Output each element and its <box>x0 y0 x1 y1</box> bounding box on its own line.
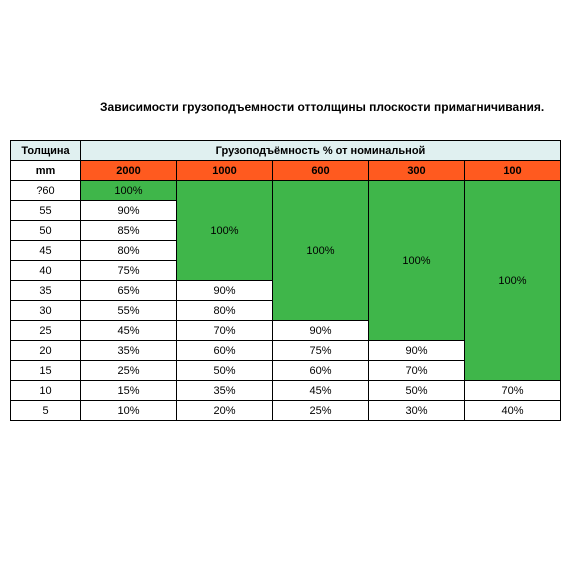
cell-green-merged: 100% <box>177 181 273 281</box>
cell: 35% <box>177 381 273 401</box>
cell: 55% <box>81 301 177 321</box>
row-label: 35 <box>11 281 81 301</box>
cell: 80% <box>177 301 273 321</box>
header-col-0: 2000 <box>81 161 177 181</box>
cell: 100% <box>81 181 177 201</box>
table-row: 10 15% 35% 45% 50% 70% <box>11 381 561 401</box>
header-thickness: Толщина <box>11 141 81 161</box>
cell: 50% <box>177 361 273 381</box>
row-label: 10 <box>11 381 81 401</box>
row-label: 5 <box>11 401 81 421</box>
page-title: Зависимости грузоподъемности оттолщины п… <box>100 100 560 114</box>
cell: 70% <box>177 321 273 341</box>
cell: 75% <box>273 341 369 361</box>
cell: 35% <box>81 341 177 361</box>
cell: 90% <box>81 201 177 221</box>
cell: 60% <box>273 361 369 381</box>
header-col-4: 100 <box>465 161 561 181</box>
cell: 90% <box>273 321 369 341</box>
cell: 50% <box>369 381 465 401</box>
row-label: 15 <box>11 361 81 381</box>
row-label: 45 <box>11 241 81 261</box>
cell: 85% <box>81 221 177 241</box>
row-label: 30 <box>11 301 81 321</box>
cell-green-merged: 100% <box>465 181 561 381</box>
cell: 70% <box>369 361 465 381</box>
header-col-3: 300 <box>369 161 465 181</box>
header-col-2: 600 <box>273 161 369 181</box>
cell: 75% <box>81 261 177 281</box>
table-row: ?60 100% 100% 100% 100% 100% <box>11 181 561 201</box>
cell-green-merged: 100% <box>369 181 465 341</box>
cell: 25% <box>273 401 369 421</box>
cell: 40% <box>465 401 561 421</box>
cell: 30% <box>369 401 465 421</box>
header-capacity-span: Грузоподъёмность % от номинальной <box>81 141 561 161</box>
row-label: 40 <box>11 261 81 281</box>
cell-green-merged: 100% <box>273 181 369 321</box>
cell: 70% <box>465 381 561 401</box>
cell: 10% <box>81 401 177 421</box>
cell: 60% <box>177 341 273 361</box>
cell: 90% <box>177 281 273 301</box>
cell: 65% <box>81 281 177 301</box>
row-label: 50 <box>11 221 81 241</box>
row-label: 55 <box>11 201 81 221</box>
header-mm: mm <box>11 161 81 181</box>
cell: 25% <box>81 361 177 381</box>
row-label: ?60 <box>11 181 81 201</box>
capacity-table: Толщина Грузоподъёмность % от номинально… <box>10 140 561 421</box>
cell: 45% <box>81 321 177 341</box>
cell: 90% <box>369 341 465 361</box>
cell: 15% <box>81 381 177 401</box>
cell: 80% <box>81 241 177 261</box>
header-col-1: 1000 <box>177 161 273 181</box>
table-row: 5 10% 20% 25% 30% 40% <box>11 401 561 421</box>
cell: 20% <box>177 401 273 421</box>
row-label: 25 <box>11 321 81 341</box>
row-label: 20 <box>11 341 81 361</box>
cell: 45% <box>273 381 369 401</box>
